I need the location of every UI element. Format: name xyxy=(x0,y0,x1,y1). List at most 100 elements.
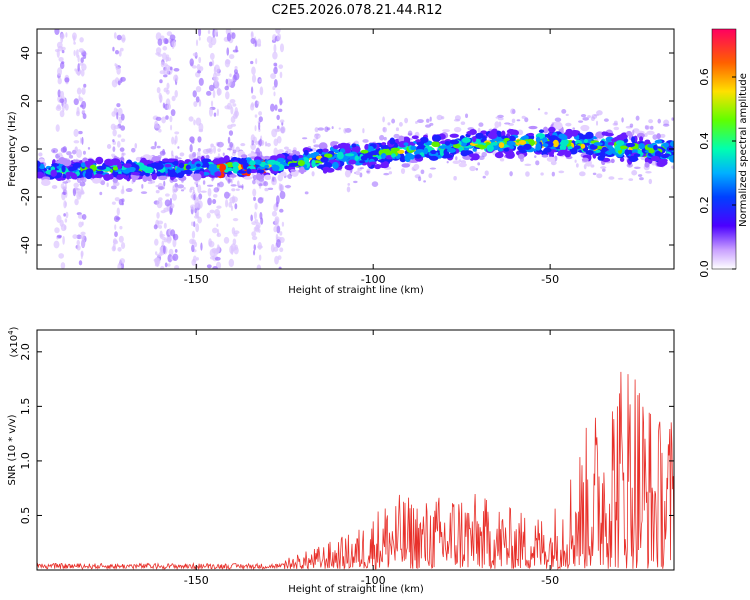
spectrogram-cell xyxy=(212,89,216,99)
spectrogram-cell xyxy=(276,136,282,144)
spectrogram-cell xyxy=(453,176,457,181)
spectrogram-cell xyxy=(99,191,103,196)
spectrogram-cell xyxy=(197,148,201,152)
spectrogram-cell xyxy=(194,212,199,217)
spectrogram-cell xyxy=(165,56,168,63)
spectrogram-cell xyxy=(62,174,67,179)
spectrogram-cell xyxy=(508,145,515,149)
spectrogram-cell xyxy=(178,162,185,169)
spectrogram-cell xyxy=(196,196,200,201)
spectrogram-cell xyxy=(413,163,420,170)
spectrogram-cell xyxy=(565,122,572,127)
spectrogram-cell xyxy=(179,152,185,157)
spectrogram-cell xyxy=(425,124,431,128)
spectrogram-cell xyxy=(516,119,521,122)
spectrogram-cell xyxy=(158,224,163,229)
spectrogram-cell xyxy=(314,127,319,133)
spectrogram-y-tick-label: 40 xyxy=(19,46,32,60)
spectrogram-cell xyxy=(81,87,86,95)
spectrogram-cell xyxy=(116,174,123,180)
spectrogram-cell xyxy=(228,78,234,83)
spectrogram-cell xyxy=(208,238,212,247)
spectrogram-cell xyxy=(252,179,256,185)
spectrogram-cell xyxy=(180,189,185,192)
spectrogram-cell xyxy=(55,124,60,132)
spectrogram-cell xyxy=(471,153,480,161)
spectrogram-cell xyxy=(192,90,197,98)
spectrogram-cell xyxy=(582,154,591,159)
spectrogram-cell xyxy=(219,163,227,172)
spectrogram-cell xyxy=(226,47,230,56)
spectrogram-cell xyxy=(206,90,212,96)
spectrogram-cell xyxy=(213,112,217,117)
spectrogram-cell xyxy=(190,186,195,191)
spectrogram-cell xyxy=(57,67,62,76)
spectrogram-cell xyxy=(558,170,565,174)
spectrogram-cell xyxy=(587,115,591,119)
spectrogram-cell xyxy=(117,161,122,170)
spectrogram-y-tick-label: 20 xyxy=(19,94,32,108)
spectrogram-cell xyxy=(444,140,451,146)
spectrogram-cell xyxy=(173,67,180,72)
spectrogram-cell xyxy=(369,161,377,165)
spectrogram-cell xyxy=(37,160,41,168)
spectrogram-cell xyxy=(37,171,44,179)
spectrogram-axes: -150 -100 -50 -40 -20 0 20 40 xyxy=(19,29,674,286)
spectrogram-cell xyxy=(497,117,504,121)
spectrogram-cell xyxy=(636,132,645,139)
spectrogram-cell xyxy=(209,61,213,67)
spectrogram-cell xyxy=(116,140,121,148)
spectrogram-cell xyxy=(81,213,87,220)
spectrogram-cell xyxy=(631,136,636,144)
spectrogram-cell xyxy=(80,189,85,195)
spectrogram-cell xyxy=(161,158,170,162)
spectrogram-cell xyxy=(63,225,67,230)
spectrogram-cell xyxy=(607,141,615,146)
spectrogram-cell xyxy=(112,238,118,244)
spectrogram-cell xyxy=(382,116,385,123)
spectrogram-cell xyxy=(269,155,279,162)
snr-x-tick-label: -100 xyxy=(361,574,386,587)
spectrogram-cell xyxy=(232,196,238,203)
spectrogram-cell xyxy=(314,133,320,136)
spectrogram-cell xyxy=(344,169,351,178)
spectrogram-cell xyxy=(72,159,81,163)
spectrogram-y-label: Frequency (Hz) xyxy=(7,111,18,187)
spectrogram-cell xyxy=(155,189,160,194)
spectrogram-cell xyxy=(76,106,80,115)
spectrogram-cell xyxy=(206,264,212,269)
spectrogram-cell xyxy=(117,247,122,252)
spectrogram-cell xyxy=(264,174,272,181)
spectrogram-cell xyxy=(280,125,286,134)
spectrogram-cell xyxy=(589,144,598,150)
spectrogram-cell xyxy=(458,162,467,168)
spectrogram-cell xyxy=(225,78,229,85)
spectrogram-cell xyxy=(106,144,112,149)
spectrogram-cell xyxy=(648,178,653,185)
spectrogram-cell xyxy=(637,174,643,177)
spectrogram-cell xyxy=(222,152,225,157)
spectrogram-cell xyxy=(602,131,609,135)
spectrogram-cell xyxy=(73,128,79,137)
spectrogram-cell xyxy=(271,176,275,182)
spectrogram-cell xyxy=(495,116,500,119)
spectrogram-cell xyxy=(114,63,117,67)
spectrogram-cell xyxy=(583,164,587,170)
spectrogram-cell xyxy=(65,211,69,219)
spectrogram-cell xyxy=(157,53,163,57)
spectrogram-cell xyxy=(196,156,202,160)
spectrogram-cell xyxy=(355,170,361,176)
spectrogram-cell xyxy=(442,129,451,133)
spectrogram-cell xyxy=(174,264,180,269)
spectrogram-cell xyxy=(525,171,530,177)
spectrogram-cell xyxy=(225,199,229,208)
spectrogram-cell xyxy=(212,199,217,205)
spectrogram-cell xyxy=(169,66,173,71)
spectrogram-cell xyxy=(460,150,469,157)
spectrogram-cell xyxy=(189,144,193,153)
spectrogram-cell xyxy=(494,121,500,129)
spectrogram-cell xyxy=(353,180,358,184)
spectrogram-cell xyxy=(283,146,289,150)
spectrogram-cell xyxy=(481,151,487,158)
spectrogram-cell xyxy=(81,109,86,115)
